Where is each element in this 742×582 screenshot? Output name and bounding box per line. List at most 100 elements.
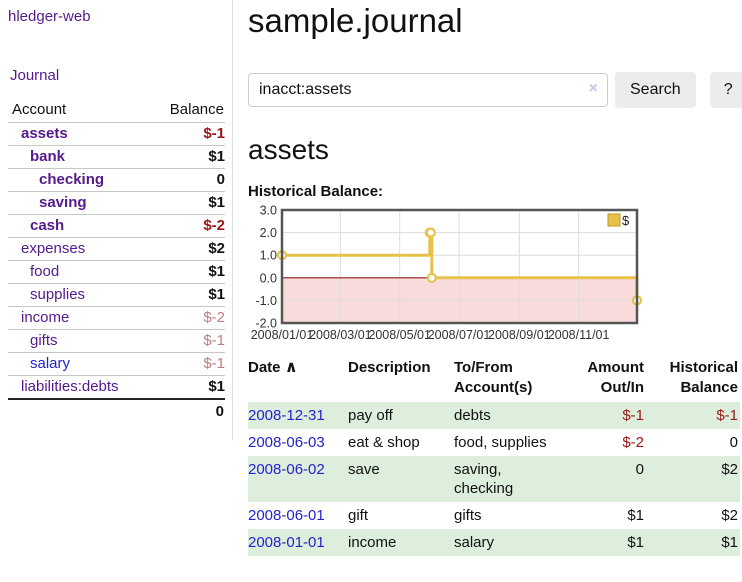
svg-text:2.0: 2.0 xyxy=(260,226,277,240)
account-row: gifts $-1 xyxy=(8,329,225,353)
account-balance: $-1 xyxy=(149,352,225,376)
chart-title: Historical Balance: xyxy=(248,183,384,200)
accounts-table: Account Balance assets $-1 bank $1 checking 0… xyxy=(8,98,225,423)
svg-text:2008/03/01: 2008/03/01 xyxy=(309,328,372,342)
sidebar: hledger-web Journal Account Balance asse… xyxy=(0,0,233,440)
register-header-date-label: Date xyxy=(248,359,281,376)
register-amount: $1 xyxy=(627,534,644,551)
register-description: income xyxy=(348,534,397,551)
svg-text:2008/05/01: 2008/05/01 xyxy=(368,328,431,342)
account-row: salary $-1 xyxy=(8,352,225,376)
register-balance: $-1 xyxy=(716,407,738,424)
help-button[interactable]: ? xyxy=(709,72,742,108)
register-header-amount: Amount Out/In xyxy=(587,359,644,396)
account-row: income $-2 xyxy=(8,306,225,330)
account-row: liabilities:debts $1 xyxy=(8,375,225,399)
register-balance: $1 xyxy=(721,534,738,551)
accounts-header-balance: Balance xyxy=(149,98,225,123)
account-balance: $1 xyxy=(149,375,225,399)
sort-ascending-icon: ∧ xyxy=(284,359,298,376)
sidebar-account-link[interactable]: supplies xyxy=(30,286,86,303)
page-title: sample.journal xyxy=(248,2,463,39)
sidebar-account-link[interactable]: food xyxy=(30,263,60,280)
sidebar-account-link[interactable]: gifts xyxy=(30,332,58,349)
register-accounts: salary xyxy=(454,534,495,551)
chart-container: $3.0 2.0 1.0 0.0 -1.0 -2.0 2008/01/01 2008/03/0… xyxy=(248,204,742,344)
account-row: saving $1 xyxy=(8,191,225,215)
account-balance: $2 xyxy=(149,237,225,261)
register-header-description: Description xyxy=(348,359,431,376)
register-amount: $-2 xyxy=(622,434,644,451)
account-balance: $-2 xyxy=(149,214,225,238)
register-date-link[interactable]: 2008-01-01 xyxy=(248,534,325,551)
svg-text:-2.0: -2.0 xyxy=(255,317,277,331)
table-row: 2008-12-31 pay off debts $-1 $-1 xyxy=(248,402,740,429)
svg-text:1.0: 1.0 xyxy=(260,249,277,263)
account-balance: $1 xyxy=(149,283,225,307)
svg-text:2008/01/01: 2008/01/01 xyxy=(251,328,314,342)
accounts-header-row: Account Balance xyxy=(8,98,225,123)
account-row: bank $1 xyxy=(8,145,225,169)
accounts-total-row: 0 xyxy=(8,398,225,423)
accounts-total-value: 0 xyxy=(149,398,225,423)
account-balance: $1 xyxy=(149,191,225,215)
register-date-link[interactable]: 2008-06-01 xyxy=(248,507,325,524)
account-row: checking 0 xyxy=(8,168,225,192)
svg-text:2008/07/01: 2008/07/01 xyxy=(428,328,491,342)
account-row: cash $-2 xyxy=(8,214,225,238)
sidebar-account-link[interactable]: saving xyxy=(39,194,87,211)
main-content: sample.journal × Search ? assets Histori… xyxy=(233,0,742,556)
register-description: save xyxy=(348,461,380,478)
sidebar-account-link[interactable]: cash xyxy=(30,217,65,234)
accounts-total-spacer xyxy=(8,398,150,423)
register-header-balance: Historical Balance xyxy=(669,359,738,396)
account-balance: $1 xyxy=(149,145,225,169)
register-amount: $-1 xyxy=(622,407,644,424)
page-layout: hledger-web Journal Account Balance asse… xyxy=(0,0,742,556)
clear-search-icon[interactable]: × xyxy=(588,80,598,97)
account-balance: 0 xyxy=(149,168,225,192)
register-date-link[interactable]: 2008-12-31 xyxy=(248,407,325,424)
register-balance: $2 xyxy=(721,507,738,524)
sidebar-item-journal[interactable]: Journal xyxy=(10,67,60,84)
table-row: 2008-06-03 eat & shop food, supplies $-2 0 xyxy=(248,429,740,456)
register-date-link[interactable]: 2008-06-02 xyxy=(248,461,325,478)
sidebar-account-link[interactable]: liabilities:debts xyxy=(21,378,119,395)
sidebar-account-link[interactable]: salary xyxy=(30,355,71,372)
app-title-link[interactable]: hledger-web xyxy=(8,8,91,25)
account-balance: $-1 xyxy=(203,125,225,142)
search-button[interactable]: Search xyxy=(615,72,696,108)
register-accounts: food, supplies xyxy=(454,434,547,451)
register-accounts: debts xyxy=(454,407,491,424)
search-input-wrap: × xyxy=(248,73,608,107)
register-accounts: gifts xyxy=(454,507,482,524)
svg-text:$: $ xyxy=(622,213,630,228)
register-amount: 0 xyxy=(635,461,644,478)
search-form: × Search ? xyxy=(248,72,742,108)
sidebar-account-link[interactable]: expenses xyxy=(21,240,86,257)
table-row: 2008-06-01 gift gifts $1 $2 xyxy=(248,502,740,529)
register-accounts: saving, checking xyxy=(454,461,514,497)
register-description: eat & shop xyxy=(348,434,420,451)
sidebar-account-link[interactable]: assets xyxy=(21,125,68,142)
register-description: pay off xyxy=(348,407,393,424)
account-row: expenses $2 xyxy=(8,237,225,261)
accounts-header-account: Account xyxy=(8,98,150,123)
table-row: 2008-06-02 save saving, checking 0 $2 xyxy=(248,456,740,502)
account-row: assets $-1 xyxy=(8,123,225,146)
sidebar-account-link[interactable]: checking xyxy=(39,171,105,188)
sidebar-account-link[interactable]: bank xyxy=(30,148,66,165)
register-balance: 0 xyxy=(729,434,738,451)
register-date-link[interactable]: 2008-06-03 xyxy=(248,434,325,451)
svg-text:2008/11/01: 2008/11/01 xyxy=(548,328,610,342)
register-header-row: Date ∧ Description To/From Account(s) Am… xyxy=(248,356,740,402)
register-balance: $2 xyxy=(721,461,738,478)
register-table: Date ∧ Description To/From Account(s) Am… xyxy=(248,356,740,556)
sidebar-account-link[interactable]: income xyxy=(21,309,70,326)
account-balance: $-1 xyxy=(149,329,225,353)
register-header-date[interactable]: Date ∧ xyxy=(248,356,348,402)
search-input[interactable] xyxy=(248,73,608,107)
account-balance: $-2 xyxy=(149,306,225,330)
account-heading: assets xyxy=(248,134,329,165)
svg-text:3.0: 3.0 xyxy=(260,204,277,218)
